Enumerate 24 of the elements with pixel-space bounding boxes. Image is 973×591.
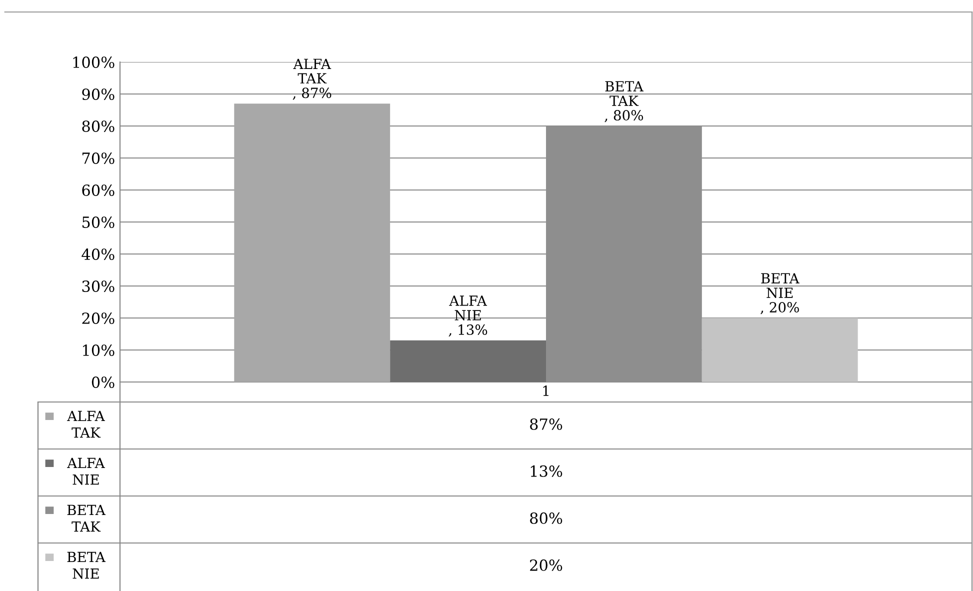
legend-label: BETA TAK — [67, 504, 106, 532]
y-tick-label: 0% — [92, 376, 114, 388]
y-tick-label: 90% — [82, 88, 114, 100]
text: 13% — [530, 465, 562, 477]
y-tick-label: 50% — [82, 216, 114, 228]
y-tick-label: 60% — [82, 184, 114, 196]
y-tick-label: 40% — [82, 248, 114, 260]
legend-label: ALFA TAK — [67, 410, 105, 438]
text: 87% — [530, 418, 562, 430]
data-label: BETA TAK , 80% — [604, 81, 644, 122]
text: 20% — [530, 559, 562, 571]
y-tick-label: 20% — [82, 312, 114, 324]
data-label: BETA NIE , 20% — [760, 273, 800, 314]
data-label: ALFA TAK , 87% — [292, 58, 332, 100]
x-tick-label: 1 — [543, 386, 548, 396]
data-label: ALFA NIE , 13% — [448, 296, 488, 337]
y-tick-label: 80% — [82, 120, 114, 132]
y-tick-label: 30% — [82, 280, 114, 292]
legend-label: ALFA NIE — [67, 458, 105, 485]
legend-label: BETA NIE — [67, 552, 106, 579]
y-tick-label: 100% — [73, 56, 114, 68]
y-tick-label: 70% — [82, 152, 114, 164]
text: 80% — [530, 512, 562, 524]
y-tick-label: 10% — [83, 344, 114, 356]
